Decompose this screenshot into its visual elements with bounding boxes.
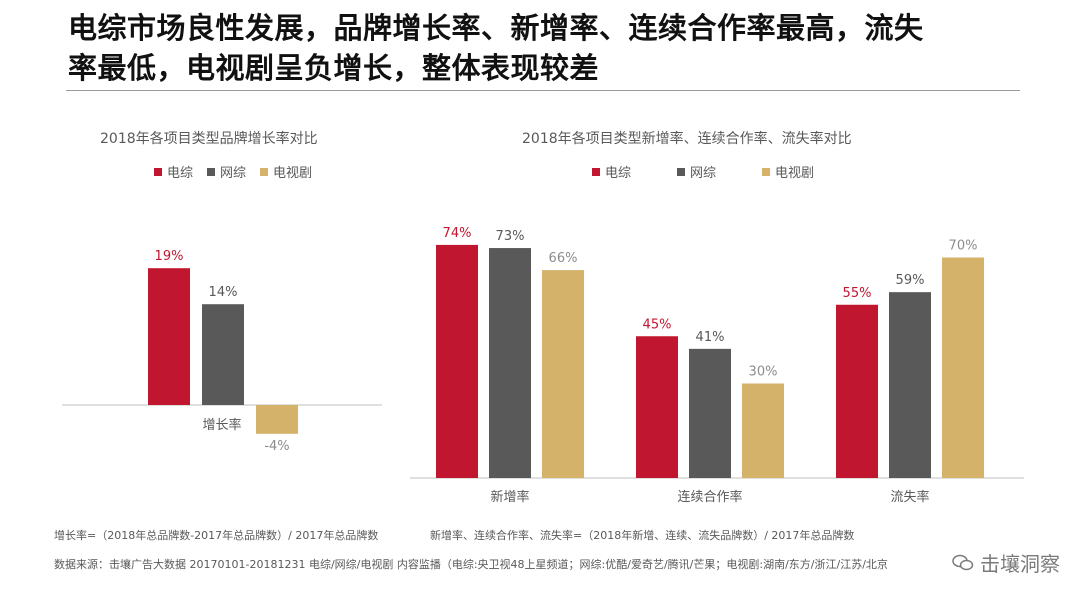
legend-item-网综: 网综 [677,162,716,181]
bar-电综-流失率 [836,304,878,478]
legend-swatch [154,167,162,176]
bar-电视剧-连续合作率 [742,383,784,478]
chart-2-legend: 电综 网综 电视剧 [592,162,828,181]
data-label-电视剧: -4% [264,439,289,454]
data-label-网综-新增率: 73% [496,229,525,244]
legend-swatch [677,167,686,176]
legend-swatch [260,167,269,176]
legend-swatch [762,167,771,176]
chart-1-category-label: 增长率 [202,417,241,433]
bar-电综-连续合作率 [636,336,678,478]
legend-swatch [207,167,216,176]
watermark-text: 击壤洞察 [980,552,1060,576]
chart-1-title: 2018年各项目类型品牌增长率对比 [100,131,318,147]
data-label-电综: 19% [155,249,184,264]
legend-label: 电综 [167,166,194,181]
watermark: 击壤洞察 [952,548,1060,577]
definition-growth: 增长率=（2018年总品牌数-2017年总品牌数）/ 2017年总品牌数 [54,529,379,542]
category-label-流失率: 流失率 [890,489,929,505]
legend-item-电综: 电综 [592,162,631,181]
bar-电视剧-流失率 [942,257,984,478]
bar-网综-连续合作率 [689,348,731,478]
legend-item-电综: 电综 [154,162,193,181]
chart-2-title: 2018年各项目类型新增率、连续合作率、流失率对比 [522,131,852,147]
bar-网综-增长率 [202,304,244,405]
headline-line-1: 电综市场良性发展，品牌增长率、新增率、连续合作率最高，流失 [68,11,924,45]
legend-item-电视剧: 电视剧 [762,162,814,181]
data-label-电综-新增率: 74% [443,226,472,241]
headline: 电综市场良性发展，品牌增长率、新增率、连续合作率最高，流失 率最低，电视剧呈负增… [68,8,1028,88]
wechat-icon [952,554,974,570]
legend-label: 网综 [220,166,247,181]
legend-label: 电综 [605,166,632,181]
data-label-电视剧-流失率: 70% [949,239,978,254]
data-label-网综-连续合作率: 41% [696,330,725,345]
category-label-连续合作率: 连续合作率 [677,489,742,505]
data-label-电综-连续合作率: 45% [643,317,672,332]
bar-电综-新增率 [436,244,478,478]
bar-网综-新增率 [489,248,531,478]
data-label-电视剧-新增率: 66% [549,251,578,266]
bar-电综-增长率 [148,268,190,405]
bar-网综-流失率 [889,292,931,478]
legend-label: 网综 [690,166,717,181]
data-label-网综-流失率: 59% [896,273,925,288]
data-source: 数据来源：击壤广告大数据 20170101-20181231 电综/网综/电视剧… [54,558,888,571]
legend-swatch [592,167,600,176]
legend-item-网综: 网综 [207,162,246,181]
category-label-新增率: 新增率 [490,489,529,505]
bar-电视剧-新增率 [542,270,584,478]
definition-rates: 新增率、连续合作率、流失率=（2018年新增、连续、流失品牌数）/ 2017年总… [430,529,855,542]
legend-item-电视剧: 电视剧 [260,162,312,181]
legend-label: 电视剧 [775,166,815,181]
legend-label: 电视剧 [273,166,313,181]
data-label-电视剧-连续合作率: 30% [749,365,778,380]
chart-1-legend: 电综 网综 电视剧 [154,162,326,181]
bar-电视剧-增长率 [256,405,298,434]
data-label-网综: 14% [209,285,238,300]
headline-line-2: 率最低，电视剧呈负增长，整体表现较差 [68,51,600,85]
title-divider [66,90,1020,91]
data-label-电综-流失率: 55% [843,286,872,301]
